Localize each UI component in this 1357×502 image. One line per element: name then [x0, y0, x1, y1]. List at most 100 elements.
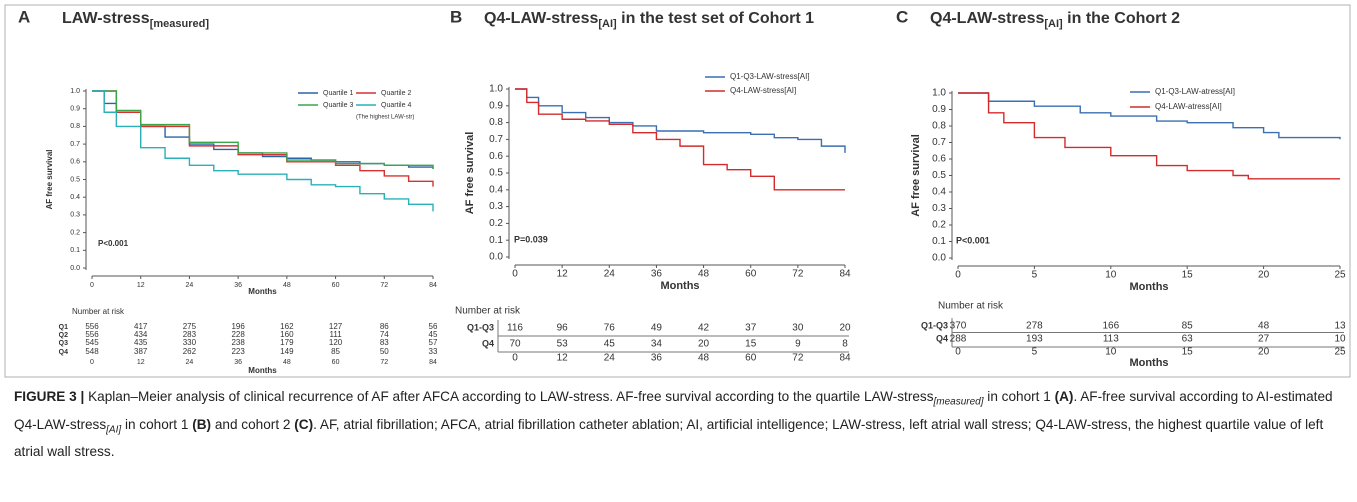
- risk-row-label: Q4: [936, 333, 948, 343]
- caption-text: [AI]: [106, 424, 122, 436]
- risk-count: 262: [183, 347, 197, 356]
- risk-count: 76: [604, 323, 616, 334]
- risk-count: 111: [329, 330, 342, 339]
- y-tick-label: 0.9: [489, 100, 503, 111]
- legend-label: Q4-LAW-atress[AI]: [1155, 102, 1222, 111]
- y-tick-label: 0.4: [70, 194, 80, 201]
- risk-count: 56: [429, 322, 438, 331]
- p-value: P<0.001: [956, 235, 990, 245]
- panel-title: LAW-stress[measured]: [62, 10, 209, 30]
- y-tick-label: 1.0: [489, 84, 503, 95]
- legend-label: Q4-LAW-stress[AI]: [730, 86, 796, 95]
- y-axis-label: AF free survival: [45, 149, 54, 209]
- x-tick-label: 5: [1032, 270, 1038, 281]
- risk-x-tick-label: 15: [1182, 347, 1194, 358]
- caption-text: [measured]: [933, 396, 984, 408]
- title-part: in the Cohort 2: [1063, 10, 1180, 27]
- survival-curve: [958, 92, 1340, 180]
- x-axis-label: Months: [660, 280, 699, 292]
- panel-title: Q4-LAW-stress[AI] in the Cohort 2: [930, 10, 1180, 30]
- risk-x-tick-label: 24: [604, 353, 616, 364]
- x-axis-label: Months: [248, 287, 277, 296]
- risk-row-label: Q1-Q3: [467, 322, 494, 332]
- risk-count: 434: [134, 330, 148, 339]
- panel-letter: B: [450, 7, 462, 26]
- risk-count: 238: [231, 338, 245, 347]
- risk-count: 116: [507, 323, 523, 334]
- title-part: [measured]: [150, 18, 210, 30]
- x-tick-label: 60: [745, 269, 757, 280]
- p-value: P<0.001: [98, 239, 129, 248]
- risk-count: 30: [792, 323, 804, 334]
- risk-x-tick-label: 60: [332, 359, 340, 366]
- risk-row-label: Q2: [59, 332, 68, 339]
- caption-text: in cohort 1: [983, 389, 1055, 404]
- legend-label: Quartile 2: [381, 90, 411, 97]
- risk-x-tick-label: 48: [698, 353, 710, 364]
- x-tick-label: 20: [1258, 270, 1270, 281]
- risk-count: 85: [331, 347, 340, 356]
- risk-count: 556: [85, 330, 99, 339]
- risk-count: 15: [745, 339, 757, 350]
- risk-count: 435: [134, 338, 148, 347]
- risk-count: 417: [134, 322, 148, 331]
- x-tick-label: 36: [234, 282, 242, 289]
- caption-text: Kaplan–Meier analysis of clinical recurr…: [88, 389, 934, 404]
- y-tick-label: 0.0: [70, 265, 80, 272]
- x-tick-label: 72: [380, 282, 388, 289]
- risk-count: 33: [429, 347, 438, 356]
- risk-count: 34: [651, 339, 663, 350]
- y-tick-label: 0.6: [70, 159, 80, 166]
- x-tick-label: 0: [955, 270, 961, 281]
- x-tick-label: 0: [90, 282, 94, 289]
- y-tick-label: 0.2: [932, 220, 946, 231]
- y-tick-label: 0.3: [70, 212, 80, 219]
- figure-frame: [4, 4, 1351, 378]
- risk-x-tick-label: 0: [90, 359, 94, 366]
- survival-curve: [515, 88, 845, 191]
- x-tick-label: 0: [512, 269, 518, 280]
- risk-count: 162: [280, 322, 294, 331]
- risk-x-tick-label: 24: [186, 359, 194, 366]
- y-tick-label: 0.8: [932, 121, 946, 132]
- y-tick-label: 0.9: [932, 104, 946, 115]
- title-part: [AI]: [598, 18, 617, 30]
- y-axis-label: AF free survival: [910, 134, 922, 217]
- x-tick-label: 84: [839, 269, 851, 280]
- risk-row-label: Q1: [59, 324, 68, 331]
- survival-curve: [92, 90, 434, 169]
- risk-x-tick-label: 72: [792, 353, 804, 364]
- legend-label: Q1-Q3-LAW-stress[AI]: [730, 72, 810, 81]
- caption-text: FIGURE 3 |: [14, 389, 89, 404]
- risk-count: 387: [134, 347, 148, 356]
- risk-count: 8: [842, 339, 848, 350]
- title-part: LAW-stress: [62, 10, 150, 27]
- y-tick-label: 0.6: [489, 151, 503, 162]
- risk-count: 45: [429, 330, 438, 339]
- x-tick-label: 12: [137, 282, 145, 289]
- risk-count: 53: [557, 339, 569, 350]
- panel: C Q4-LAW-stress[AI] in the Cohort 2 0.0 0.1…: [896, 7, 1346, 368]
- risk-x-tick-label: 12: [137, 359, 145, 366]
- y-tick-label: 0.4: [489, 184, 503, 195]
- risk-x-tick-label: 60: [745, 353, 757, 364]
- risk-x-tick-label: 0: [512, 353, 518, 364]
- risk-x-label: Months: [1129, 357, 1168, 369]
- risk-x-tick-label: 5: [1032, 347, 1038, 358]
- y-tick-label: 0.8: [489, 117, 503, 128]
- risk-count: 127: [329, 322, 343, 331]
- title-part: [AI]: [1044, 18, 1063, 30]
- risk-table-title: Number at risk: [938, 301, 1004, 312]
- panel: A LAW-stress[measured] 0.0 0.1 0.2 0.3 0.4 0.5 0…: [18, 7, 438, 375]
- risk-count: 196: [231, 322, 245, 331]
- title-part: Q4-LAW-stress: [484, 10, 598, 27]
- y-tick-label: 0.1: [489, 235, 503, 246]
- survival-curve: [92, 90, 434, 212]
- risk-count: 85: [1182, 321, 1194, 332]
- figure: A LAW-stress[measured] 0.0 0.1 0.2 0.3 0.4 0.5 0…: [4, 4, 1351, 378]
- risk-count: 49: [651, 323, 663, 334]
- legend-label: Quartile 3: [323, 102, 353, 109]
- risk-count: 96: [557, 323, 569, 334]
- risk-count: 556: [85, 322, 99, 331]
- risk-count: 149: [280, 347, 294, 356]
